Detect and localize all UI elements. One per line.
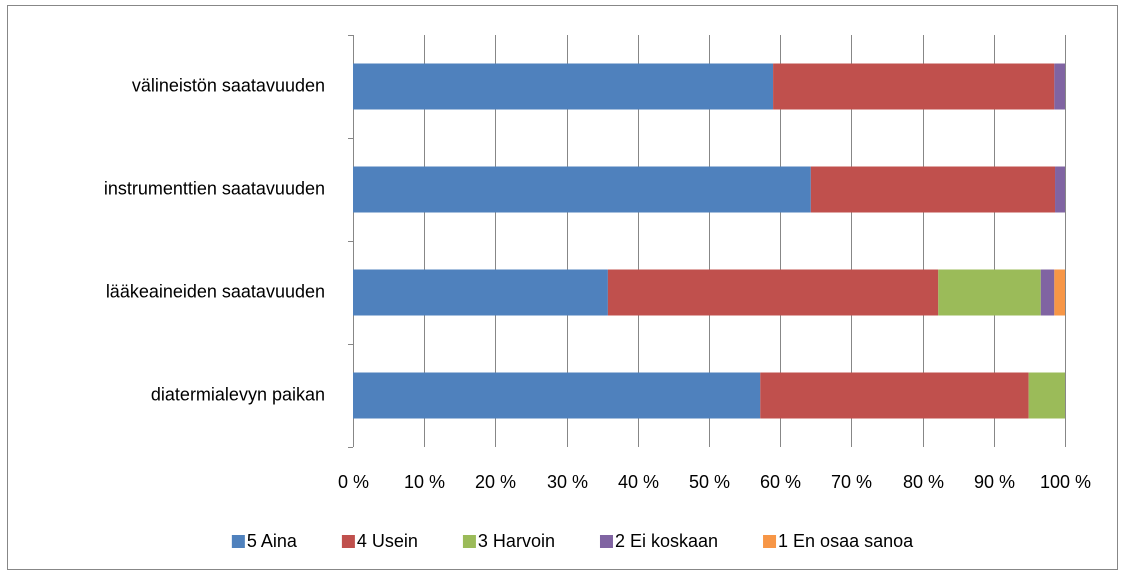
- x-tick-label: 90 %: [974, 472, 1015, 492]
- x-tick-label: 50 %: [689, 472, 730, 492]
- legend-label: 4 Usein: [357, 531, 418, 551]
- legend-swatch: [462, 535, 476, 548]
- x-tick-label: 80 %: [903, 472, 944, 492]
- bar-segment: [773, 63, 1055, 110]
- y-tick-label: diatermialevyn paikan: [151, 384, 325, 404]
- x-tick-label: 30 %: [547, 472, 588, 492]
- x-tick-label: 10 %: [404, 472, 445, 492]
- bar-segment: [760, 372, 1029, 419]
- bar-segment: [1028, 372, 1065, 419]
- y-tick-label: instrumenttien saatavuuden: [104, 178, 325, 198]
- bar-segment: [1040, 269, 1055, 316]
- x-tick-label: 0 %: [338, 472, 369, 492]
- legend-label: 5 Aina: [247, 531, 298, 551]
- bar-segment: [1054, 269, 1065, 316]
- legend-swatch: [341, 535, 355, 548]
- legend-label: 3 Harvoin: [478, 531, 555, 551]
- bar-segment: [353, 372, 761, 419]
- y-tick-label: välineistön saatavuuden: [132, 75, 325, 95]
- bar-segment: [810, 166, 1056, 213]
- x-tick-label: 100 %: [1040, 472, 1091, 492]
- legend-label: 2 Ei koskaan: [615, 531, 718, 551]
- x-tick-label: 40 %: [618, 472, 659, 492]
- legend-swatch: [599, 535, 613, 548]
- legend-swatch: [231, 535, 245, 548]
- x-tick-label: 60 %: [760, 472, 801, 492]
- x-tick-label: 20 %: [475, 472, 516, 492]
- bar-segment: [938, 269, 1041, 316]
- legend-swatch: [763, 535, 777, 548]
- bar-segment: [1054, 63, 1065, 110]
- bar-segment: [353, 63, 774, 110]
- x-tick-label: 70 %: [831, 472, 872, 492]
- y-tick-label: lääkeaineiden saatavuuden: [106, 281, 325, 301]
- bar-segment: [353, 269, 608, 316]
- legend-label: 1 En osaa sanoa: [778, 531, 914, 551]
- bar-segment: [607, 269, 939, 316]
- bar-segment: [1055, 166, 1065, 213]
- bar-segment: [353, 166, 811, 213]
